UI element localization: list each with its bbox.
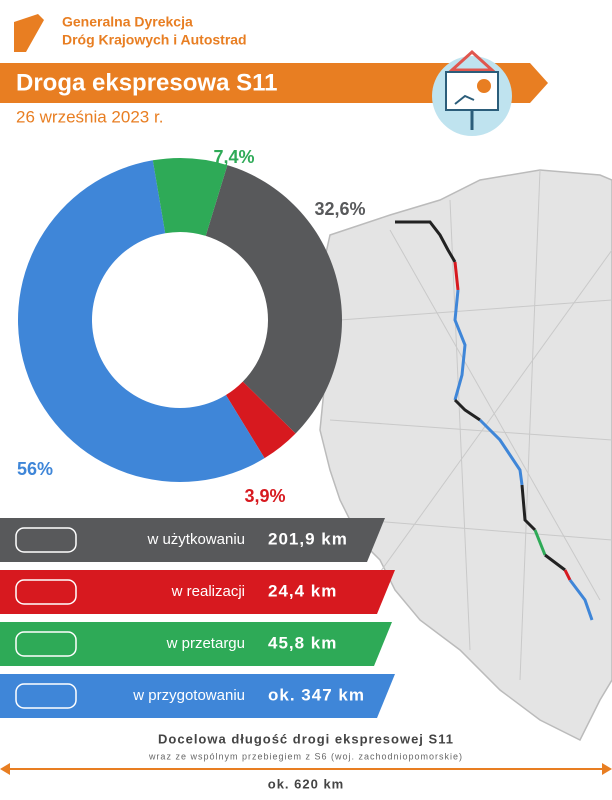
donut-segment	[205, 165, 342, 434]
title-bar	[0, 63, 548, 103]
legend-rows: w użytkowaniu 201,9 km w realizacji 24,4 km…	[0, 518, 395, 718]
row-bar	[0, 622, 392, 666]
value-label: 32,6%	[314, 199, 365, 219]
length-arrow	[0, 763, 612, 775]
row-label: w przetargu	[166, 635, 245, 652]
row-bar	[0, 518, 385, 562]
donut-segment	[225, 381, 296, 459]
row-label: w przygotowaniu	[132, 687, 245, 704]
row-length: 45,8 km	[268, 633, 337, 652]
row-bar	[0, 570, 395, 614]
donut-segment	[17, 160, 265, 483]
row-length: ok. 347 km	[268, 685, 365, 704]
row-icon	[15, 683, 77, 709]
logo	[14, 14, 44, 52]
row-bar	[0, 674, 395, 718]
presentation-icon	[432, 49, 512, 136]
row-icon	[15, 631, 77, 657]
footer-title: Docelowa długość drogi ekspresowej S11	[158, 731, 454, 746]
title: Droga ekspresowa S11	[16, 69, 277, 96]
value-label: 56%	[17, 459, 53, 479]
value-label: 3,9%	[244, 486, 285, 506]
footer-length: ok. 620 km	[268, 776, 345, 791]
org-name: Dróg Krajowych i Autostrad	[62, 32, 247, 48]
row-icon	[15, 579, 77, 605]
row-label: w użytkowaniu	[146, 531, 245, 548]
footer-subtitle: wraz ze wspólnym przebiegiem z S6 (woj. …	[148, 751, 463, 761]
row-length: 24,4 km	[268, 581, 337, 600]
value-label: 7,4%	[213, 147, 254, 167]
org-name: Generalna Dyrekcja	[62, 14, 193, 30]
map	[314, 169, 612, 742]
row-label: w realizacji	[171, 583, 245, 600]
donut-segment	[152, 158, 228, 236]
row-icon	[15, 527, 77, 553]
date: 26 września 2023 r.	[16, 107, 163, 126]
row-length: 201,9 km	[268, 529, 348, 548]
donut-chart: 32,6% 3,9% 56% 7,4%	[17, 147, 366, 506]
